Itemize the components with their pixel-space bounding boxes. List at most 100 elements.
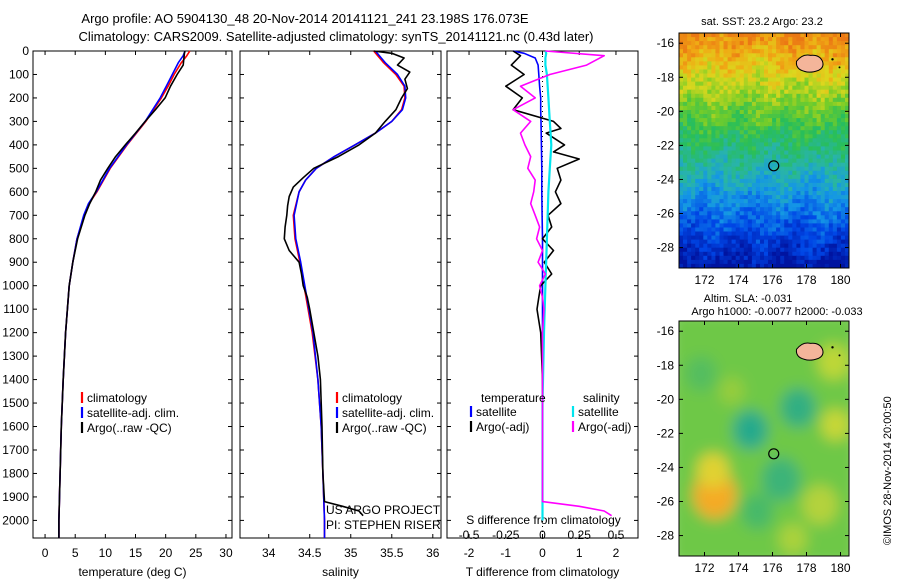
sst-cell: [751, 162, 757, 168]
sst-cell: [832, 259, 838, 265]
sst-cell: [731, 101, 737, 107]
sst-cell: [695, 207, 700, 212]
sst-cell: [711, 57, 716, 62]
sst-cell: [731, 166, 737, 172]
depth-tick-label: 1100: [3, 302, 29, 316]
sst-cell: [832, 85, 838, 91]
sst-cell: [707, 211, 712, 216]
sst-cell: [812, 73, 818, 79]
sst-cell: [776, 33, 781, 38]
sst-cell: [772, 134, 777, 139]
sst-cell: [820, 187, 826, 192]
sst-cell: [715, 146, 720, 152]
sst-cell: [836, 162, 842, 168]
sst-cell: [687, 219, 692, 225]
sst-cell: [755, 170, 761, 176]
sst-cell: [820, 166, 826, 172]
sst-cell: [739, 178, 745, 184]
sst-cell: [780, 211, 785, 216]
sst-cell: [731, 195, 737, 200]
sst-cell: [824, 158, 830, 164]
sst-cell: [683, 170, 688, 176]
sst_map-frame: [678, 32, 850, 269]
sst-cell: [735, 178, 741, 184]
sst-cell: [840, 37, 846, 42]
sst-cell: [751, 142, 757, 148]
sst-cell: [804, 259, 810, 265]
sst-cell: [687, 81, 692, 87]
sst-cell: [755, 65, 761, 71]
sst-cell: [699, 118, 704, 123]
sst-cell: [796, 33, 801, 38]
sst-cell: [804, 219, 810, 225]
sst-cell: [804, 195, 810, 200]
sst-cell: [816, 126, 822, 131]
sst-cell: [707, 231, 712, 237]
sst-cell: [796, 37, 801, 42]
sst-cell: [816, 85, 822, 91]
sst-cell: [845, 118, 849, 123]
sst-cell: [788, 57, 793, 62]
sst_map-ytick-label: -26: [657, 207, 675, 221]
sst-cell: [707, 85, 712, 91]
sst-cell: [687, 174, 692, 180]
sst-cell: [691, 57, 696, 62]
sst-cell: [828, 69, 834, 75]
temperature-axes-box: [32, 50, 233, 539]
sst-cell: [840, 89, 846, 95]
sst-cell: [820, 207, 826, 212]
sst-cell: [727, 49, 733, 54]
sst-cell: [687, 146, 692, 152]
sst-cell: [719, 45, 725, 50]
sst-cell: [747, 105, 753, 111]
sst-cell: [828, 215, 834, 220]
sst-cell: [788, 215, 793, 220]
sst-cell: [739, 187, 745, 192]
sla-anomaly-blob: [719, 376, 745, 405]
sst-cell: [845, 251, 849, 257]
sla-anomaly-blob: [817, 343, 849, 380]
sst-cell: [727, 239, 733, 245]
sst-cell: [679, 122, 684, 127]
sst-cell: [751, 69, 757, 75]
sst-cell: [751, 49, 757, 54]
sst-cell: [776, 126, 781, 131]
sst-cell: [703, 93, 708, 99]
sst-cell: [800, 239, 805, 245]
sst-cell: [828, 53, 834, 58]
sst-cell: [772, 162, 777, 168]
sst-cell: [828, 93, 834, 99]
sst-cell: [743, 195, 749, 200]
sst-cell: [792, 110, 797, 115]
sst-cell: [780, 118, 785, 123]
sst-cell: [715, 235, 720, 241]
sst-cell: [820, 219, 826, 225]
sla_map-ytick-label: -28: [657, 529, 675, 543]
sst-cell: [695, 211, 700, 216]
sst-cell: [707, 215, 712, 220]
sst-cell: [808, 170, 814, 176]
sst-cell: [768, 134, 773, 139]
sst-cell: [719, 37, 725, 42]
sst-cell: [743, 73, 749, 79]
sst-cell: [820, 150, 826, 156]
sst-cell: [691, 77, 696, 83]
sst-cell: [699, 154, 704, 160]
sst-cell: [764, 130, 769, 135]
sst-cell: [683, 118, 688, 123]
sst-cell: [784, 235, 789, 241]
sst-cell: [719, 199, 725, 204]
sst-cell: [707, 255, 712, 261]
sst-cell: [764, 105, 769, 111]
sst-cell: [760, 247, 765, 253]
sst-cell: [683, 207, 688, 212]
sst-cell: [707, 223, 712, 229]
sst-cell: [715, 263, 720, 268]
sst-cell: [707, 118, 712, 123]
sst-cell: [699, 97, 704, 103]
sst-cell: [820, 37, 826, 42]
sst-cell: [780, 49, 785, 54]
sst-cell: [683, 174, 688, 180]
salinity-xtick-label: 35.5: [380, 546, 404, 560]
sst-cell: [747, 77, 753, 83]
